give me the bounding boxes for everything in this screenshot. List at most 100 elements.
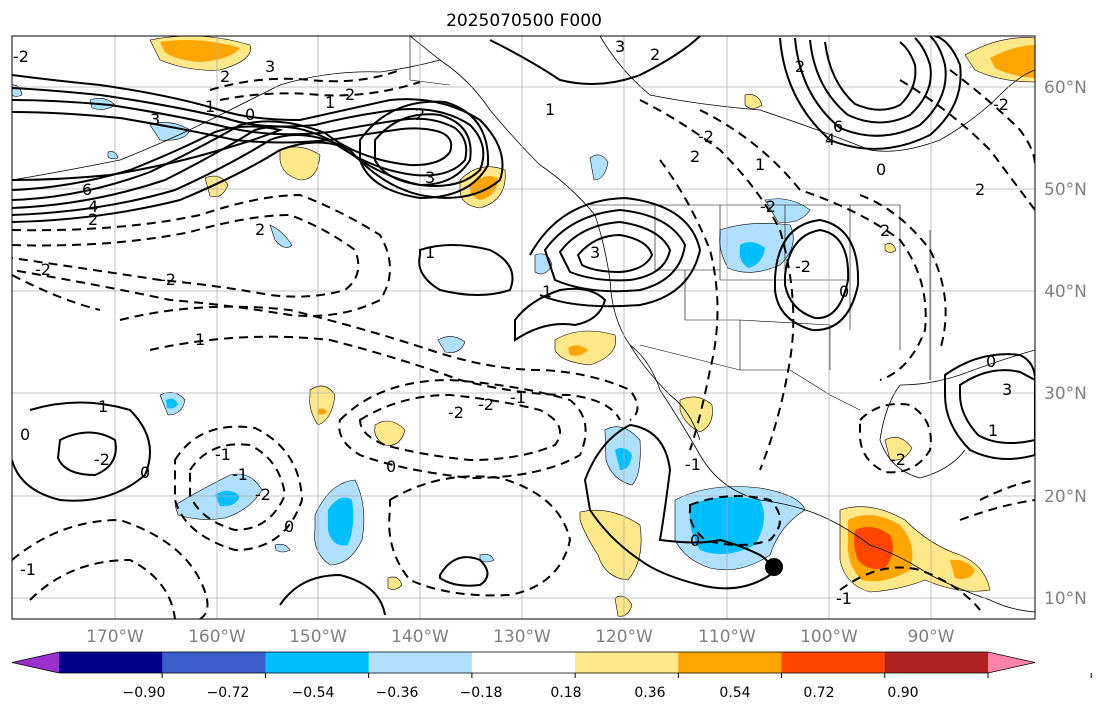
positive-patch	[990, 45, 1035, 78]
contour-label: -1	[510, 388, 526, 407]
contour-line	[12, 99, 468, 209]
lat-label: 20°N	[1044, 487, 1087, 507]
negative-patch	[437, 336, 466, 353]
contour-label: -2	[993, 95, 1009, 114]
contour-line	[219, 81, 421, 101]
contour-line	[12, 125, 284, 191]
negative-patch	[615, 447, 632, 470]
contour-line	[12, 111, 453, 201]
contour-line	[576, 233, 654, 274]
contour-line	[688, 495, 781, 546]
contour-line	[12, 518, 209, 619]
contour-label: 2	[880, 221, 890, 240]
contour-label: -2	[478, 395, 494, 414]
contour-label: 3	[590, 243, 600, 262]
colorbar-extend-max	[988, 652, 1035, 673]
colorbar-tick-label: 0.18	[550, 685, 581, 701]
positive-patch	[568, 345, 588, 356]
contour-label: 3	[150, 110, 160, 129]
contour-label: 1	[545, 100, 555, 119]
colorbar-segment	[162, 652, 266, 673]
contour-label: 1	[988, 421, 998, 440]
contour-line	[279, 573, 386, 616]
positive-patch	[387, 576, 403, 590]
contour-label: 3	[265, 57, 275, 76]
negative-patch	[764, 198, 811, 223]
contour-label: -2	[13, 47, 29, 66]
positive-patch	[318, 408, 327, 415]
contour-label: 2	[690, 147, 700, 166]
contour-label: 1	[195, 330, 205, 349]
contour-label: 2	[88, 210, 98, 229]
lon-label: 150°W	[289, 627, 347, 647]
lon-label: 130°W	[493, 627, 551, 647]
contour-line	[514, 287, 607, 342]
contour-label: -2	[698, 127, 714, 146]
positive-patch	[160, 40, 240, 62]
colorbar-segment	[59, 652, 163, 673]
contour-line	[949, 69, 1035, 166]
contour-label: 6	[833, 117, 843, 136]
contour-line	[779, 36, 962, 150]
contour-label: -2	[35, 260, 51, 279]
contour-label: -2	[448, 403, 464, 422]
contour-label: 0	[839, 282, 849, 301]
colorbar-segment	[471, 652, 576, 673]
contour-label: 0	[140, 463, 150, 482]
colorbar-segment	[678, 652, 783, 673]
contour-line	[583, 423, 773, 590]
positive-patch	[374, 420, 406, 446]
contour-label: 1	[542, 282, 552, 301]
contour-line	[859, 403, 932, 474]
contour-line	[12, 401, 151, 502]
contour-label: 1	[98, 397, 108, 416]
contour-label: 0	[690, 531, 700, 550]
colorbar-segment	[368, 652, 473, 673]
lat-label: 30°N	[1044, 384, 1087, 404]
contour-line	[12, 74, 504, 223]
gridlines	[12, 36, 1035, 619]
contour-line	[56, 431, 117, 477]
contour-label: -2	[255, 485, 271, 504]
contour-label: 2	[975, 180, 985, 199]
colorbar-tick-label: 0.90	[887, 685, 918, 701]
positive-patch	[309, 385, 336, 426]
north-america-coast	[409, 36, 1035, 613]
negative-patch	[269, 224, 293, 248]
positive-patch	[554, 330, 617, 366]
colorbar-tick-label: −0.18	[460, 685, 503, 701]
dashed-contours	[12, 69, 1035, 619]
colorbar-segment	[781, 652, 886, 673]
negative-patch	[215, 490, 240, 507]
negative-patch	[328, 497, 354, 546]
map-frame	[11, 35, 1036, 620]
contour-label: -1	[232, 465, 248, 484]
contour-label: 4	[825, 130, 835, 149]
contour-line	[489, 36, 701, 85]
contour-label: 0	[284, 517, 294, 536]
negative-patch	[274, 543, 291, 553]
contour-label: 2	[345, 85, 355, 104]
colorbar-extend-min	[12, 652, 59, 673]
lon-label: 140°W	[391, 627, 449, 647]
lon-label: 90°W	[908, 627, 955, 647]
positive-patch	[279, 146, 321, 181]
contour-label: 1	[755, 155, 765, 174]
contour-label: 0	[986, 352, 996, 371]
contour-line	[558, 220, 672, 282]
contour-line	[12, 87, 485, 216]
contour-label: -2	[94, 450, 110, 469]
contour-label: 0	[245, 105, 255, 124]
colorbar-tick-label: 0.54	[719, 685, 750, 701]
contour-label: 2	[255, 220, 265, 239]
colorbar-ticks: −0.90 −0.72 −0.54 −0.36 −0.18 0.18 0.36 …	[123, 685, 919, 701]
contour-line	[12, 193, 391, 317]
contour-line	[979, 479, 1035, 501]
lon-label: 120°W	[595, 627, 653, 647]
negative-patch	[739, 242, 765, 268]
contour-label: -1	[836, 589, 852, 608]
contour-label: -2	[890, 450, 906, 469]
negative-patch	[166, 398, 178, 409]
contour-label: 0	[386, 457, 396, 476]
